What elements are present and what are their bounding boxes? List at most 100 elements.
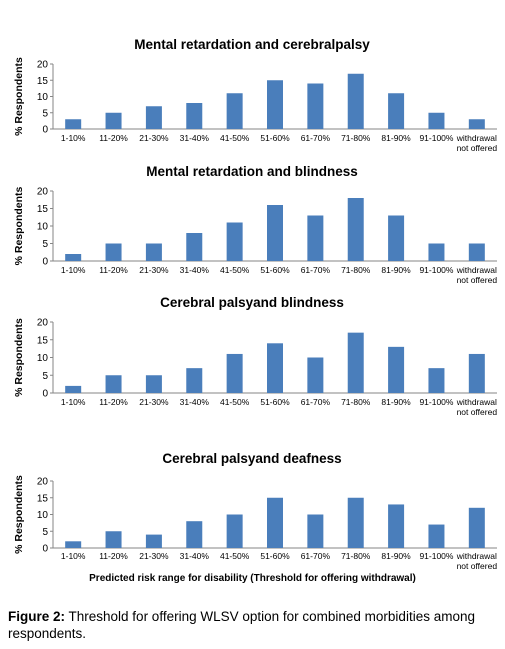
chart-1-bar	[428, 112, 445, 129]
chart-2-bar	[468, 243, 485, 261]
chart-1-title: Mental retardation and cerebralpalsy	[134, 37, 370, 52]
chart-2-category-label: 81-90%	[381, 265, 411, 275]
chart-1-y-tick-label: 10	[37, 92, 49, 103]
chart-2-category-label: 31-40%	[180, 265, 210, 275]
chart-2-bar	[226, 222, 243, 261]
chart-4-bar	[267, 497, 283, 548]
chart-3-bar	[186, 368, 203, 393]
chart-3-y-tick-label: 20	[37, 318, 49, 329]
chart-2-bar	[186, 233, 203, 261]
chart-1-category-label: 51-60%	[260, 133, 290, 143]
chart-1-bar	[347, 73, 364, 129]
chart-2-bar	[65, 254, 82, 261]
chart-4-category-label: withdrawal not offered	[456, 551, 498, 571]
chart-2-category-label: 41-50%	[220, 265, 250, 275]
chart-1-y-tick-label: 5	[42, 108, 48, 119]
chart-2-y-tick-label: 0	[42, 257, 48, 268]
chart-2-bar	[145, 243, 162, 261]
chart-4-category-label: 81-90%	[381, 551, 411, 561]
chart-3-title: Cerebral palsyand blindness	[160, 295, 344, 310]
chart-1-y-tick-label: 0	[42, 125, 48, 136]
caption-text: Threshold for offering WLSV option for c…	[8, 609, 475, 641]
chart-1-bar	[65, 119, 82, 129]
chart-4-bar	[186, 521, 203, 548]
chart-2-title: Mental retardation and blindness	[146, 164, 358, 179]
chart-1-category-label: 81-90%	[381, 133, 411, 143]
chart-2-category-label: withdrawal not offered	[456, 265, 498, 285]
chart-3-category-label: withdrawal not offered	[456, 397, 498, 417]
chart-3-bar	[428, 368, 445, 393]
chart-1-category-label: 11-20%	[99, 133, 128, 143]
chart-2-category-label: 71-80%	[341, 265, 371, 275]
chart-1-y-tick-label: 15	[37, 76, 49, 87]
chart-1-category-label: 71-80%	[341, 133, 371, 143]
chart-4-category-label: 91-100%	[419, 551, 453, 561]
chart-4-bar	[307, 514, 324, 548]
chart-2-y-tick-label: 10	[37, 222, 49, 233]
chart-1-bar	[186, 103, 203, 129]
chart-2-category-label: 51-60%	[260, 265, 290, 275]
chart-1-category-label: withdrawal not offered	[456, 133, 498, 153]
chart-2-category-label: 21-30%	[139, 265, 169, 275]
chart-3-bar	[65, 385, 82, 393]
chart-1-category-label: 21-30%	[139, 133, 169, 143]
chart-4-bar	[388, 504, 405, 548]
chart-1-bar	[307, 83, 324, 129]
chart-4-y-tick-label: 20	[37, 477, 49, 488]
chart-1-category-label: 91-100%	[419, 133, 453, 143]
chart-2-bar	[105, 243, 122, 261]
chart-2-bar	[307, 215, 324, 261]
chart-3-category-label: 81-90%	[381, 397, 411, 407]
chart-3-category-label: 31-40%	[180, 397, 210, 407]
chart-2-y-tick-label: 5	[42, 239, 48, 250]
chart-3-bar	[347, 332, 364, 393]
chart-3-y-tick-label: 15	[37, 335, 49, 346]
chart-3-category-label: 41-50%	[220, 397, 250, 407]
chart-4-category-label: 51-60%	[260, 551, 290, 561]
chart-1-y-tick-label: 20	[37, 60, 49, 71]
chart-3-category-label: 91-100%	[419, 397, 453, 407]
chart-4-y-tick-label: 5	[42, 527, 48, 538]
chart-3-category-label: 61-70%	[301, 397, 331, 407]
chart-2-y-axis-label: % Respondents	[13, 186, 25, 265]
chart-3-y-tick-label: 5	[42, 371, 48, 382]
chart-3-bar	[307, 357, 324, 393]
chart-1-bar	[267, 80, 283, 129]
overall-x-axis-label: Predicted risk range for disability (Thr…	[89, 573, 416, 584]
chart-3-bar	[468, 353, 485, 393]
chart-4-bar	[145, 534, 162, 548]
chart-4-category-label: 1-10%	[61, 551, 86, 561]
chart-4-category-label: 21-30%	[139, 551, 169, 561]
chart-3-y-tick-label: 10	[37, 353, 49, 364]
chart-2-bar	[267, 205, 283, 261]
chart-4-bar	[428, 524, 445, 548]
chart-1-bar	[388, 93, 405, 129]
chart-4-y-tick-label: 10	[37, 510, 49, 521]
chart-4-category-label: 31-40%	[180, 551, 210, 561]
chart-3-y-tick-label: 0	[42, 389, 48, 400]
chart-3-category-label: 1-10%	[61, 397, 86, 407]
chart-4-bar	[105, 531, 122, 548]
chart-3-category-label: 51-60%	[260, 397, 290, 407]
chart-4-category-label: 11-20%	[99, 551, 128, 561]
chart-2-category-label: 1-10%	[61, 265, 86, 275]
chart-4-category-label: 61-70%	[301, 551, 331, 561]
chart-4-bar	[226, 514, 243, 548]
figure-caption: Figure 2: Threshold for offering WLSV op…	[8, 608, 498, 642]
chart-3-bar	[388, 346, 405, 393]
chart-3-y-axis-label: % Respondents	[13, 318, 25, 397]
chart-2-category-label: 91-100%	[419, 265, 453, 275]
chart-1-category-label: 61-70%	[301, 133, 331, 143]
chart-4-y-tick-label: 0	[42, 544, 48, 555]
chart-3-bar	[267, 343, 283, 393]
chart-1-category-label: 1-10%	[61, 133, 86, 143]
chart-2-category-label: 61-70%	[301, 265, 331, 275]
chart-2-category-label: 11-20%	[99, 265, 128, 275]
chart-1-y-axis-label: % Respondents	[13, 57, 25, 136]
chart-4-bar	[347, 497, 364, 548]
chart-2-bar	[388, 215, 405, 261]
chart-4-title: Cerebral palsyand deafness	[162, 451, 341, 466]
chart-1-bar	[145, 106, 162, 129]
chart-1-bar	[468, 119, 485, 129]
chart-4-bar	[65, 541, 82, 548]
